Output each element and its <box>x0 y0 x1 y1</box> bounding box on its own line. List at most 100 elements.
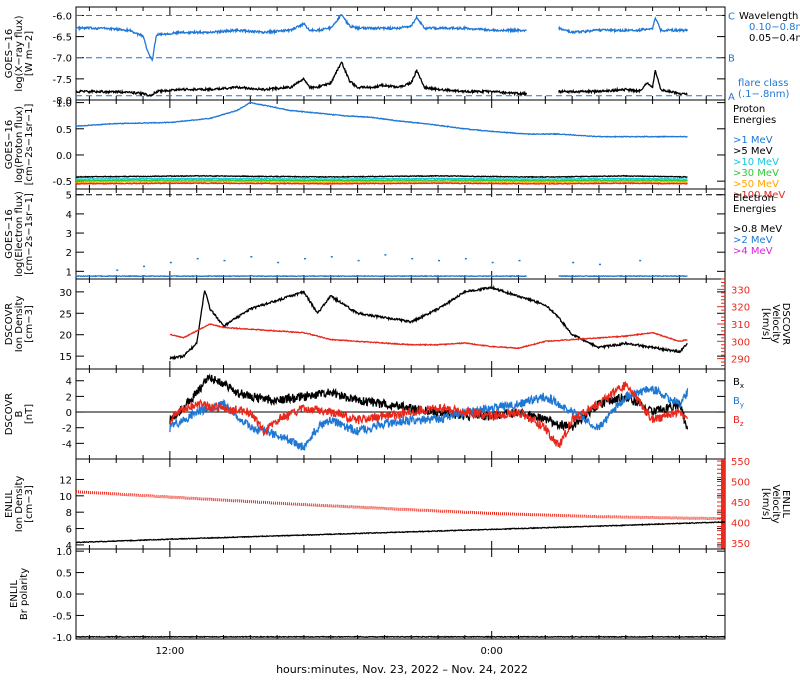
y-axis-label-line: log(Electron flux) <box>14 191 25 277</box>
legend-entry-base: B <box>733 377 740 388</box>
right-axis-label-line: DSCOVR <box>780 303 791 346</box>
y-tick-label: 0.0 <box>56 590 72 601</box>
y-tick-label: 0.5 <box>56 569 72 580</box>
right-tick-label: 290 <box>731 355 750 366</box>
y-tick-label: 5 <box>66 191 72 202</box>
series-line <box>558 70 688 96</box>
y-tick-label: -0.5 <box>52 611 72 622</box>
y-axis-label-line: GOES−16 <box>4 29 15 78</box>
right-axis-label: ENLILVelocity[km/s] <box>760 484 791 523</box>
series-line <box>558 16 689 35</box>
legend-entry: >0.8 MeV <box>733 224 782 235</box>
legend-entry: >30 MeV <box>733 168 779 179</box>
y-tick-label: -6.0 <box>52 11 72 22</box>
y-tick-label: 4 <box>66 541 72 552</box>
data-point <box>196 257 199 260</box>
right-axis-label: DSCOVRVelocity[km/s] <box>760 303 791 346</box>
legend-entry: Bx <box>733 377 744 390</box>
legend-entry: >100 MeV <box>733 190 785 201</box>
flare-class-label: B <box>728 54 735 65</box>
y-tick-label: 4 <box>66 377 72 388</box>
y-axis-label: DSCOVRB[nT] <box>4 393 35 436</box>
right-tick-label: 550 <box>731 457 750 468</box>
right-axis-label-line: [km/s] <box>760 488 771 520</box>
y-tick-label: 2 <box>66 248 72 259</box>
series-line <box>558 274 688 278</box>
series-line <box>75 635 726 639</box>
series-line <box>169 284 688 361</box>
x-tick-label: 12:00 <box>155 646 184 657</box>
series-line <box>75 178 688 182</box>
y-axis-label-line: [nT] <box>24 404 35 424</box>
y-axis-label-line: [cm−3] <box>24 485 35 523</box>
data-point <box>116 269 119 271</box>
legend-entry: 0.10−0.8nm <box>749 22 800 33</box>
data-point <box>277 261 280 264</box>
right-axis-label-line: ENLIL <box>780 490 791 518</box>
y-tick-label: 12 <box>59 475 72 486</box>
y-tick-label: 1 <box>66 267 72 278</box>
right-tick-label: 320 <box>731 303 750 314</box>
series-line <box>169 385 689 451</box>
series-line <box>75 274 527 278</box>
y-tick-label: 20 <box>59 331 72 342</box>
legend-entry: Bz <box>733 415 744 428</box>
right-axis-label-line: Velocity <box>770 484 781 523</box>
y-tick-label: 4 <box>66 210 72 221</box>
data-point <box>572 261 575 264</box>
panel-electron: 5 4 3 2 1 GOES−16log(Electron flux)[cm−2s−1sr… <box>4 188 782 280</box>
y-axis-label: DSCOVRIon Density[cm−3] <box>4 296 35 353</box>
y-tick-label: 0.5 <box>56 125 72 136</box>
y-tick-label: -7.5 <box>52 75 72 86</box>
data-point <box>169 261 172 264</box>
right-tick-label: 310 <box>731 320 750 331</box>
data-point <box>464 257 467 260</box>
y-axis-label-line: Br polarity <box>19 568 30 620</box>
y-tick-label: 1.0 <box>56 547 72 558</box>
data-point <box>438 259 441 262</box>
right-tick-label: 350 <box>731 539 750 550</box>
y-tick-label: 8 <box>66 508 72 519</box>
data-point <box>223 259 226 262</box>
legend-entry-sub: x <box>740 382 744 390</box>
legend-entry: By <box>733 396 744 409</box>
legend-entry-base: B <box>733 415 740 426</box>
y-axis-label-line: [cm−3] <box>24 305 35 343</box>
series-line <box>75 180 688 184</box>
y-axis-label-line: DSCOVR <box>4 303 15 346</box>
right-tick-label: 450 <box>731 498 750 509</box>
flare-class-label: C <box>728 11 735 22</box>
data-point <box>411 257 414 260</box>
y-tick-label: 6 <box>66 525 72 536</box>
y-axis-label: GOES−16log(Proton flux)[cm−2s−1sr−1] <box>4 104 35 186</box>
right-tick-label: 400 <box>731 518 750 529</box>
panel-proton: 1.0 0.5 0.0 -0.5 GOES−16log(Proton flux)[cm−… <box>4 99 785 201</box>
series-line <box>169 323 688 350</box>
y-tick-label: 3 <box>66 229 72 240</box>
flare-class-label: A <box>728 92 735 103</box>
legend-entry: >2 MeV <box>733 235 773 246</box>
x-axis-label: hours:minutes, Nov. 23, 2022 – Nov. 24, … <box>276 663 528 676</box>
right-tick-label: 330 <box>731 285 750 296</box>
y-axis-label-line: Ion Density <box>14 476 25 533</box>
panel-dscovr_density: 30252015330320310300290DSCOVRVelocity[km… <box>4 278 791 370</box>
series-line <box>75 181 688 185</box>
y-axis-label: GOES−16log(Electron flux)[cm−2s−1sr−1] <box>4 191 35 277</box>
y-axis-label-line: GOES−16 <box>4 120 15 169</box>
data-point <box>303 257 306 260</box>
series-line <box>75 61 528 97</box>
y-tick-label: -8.0 <box>52 96 72 107</box>
series-line <box>169 380 689 448</box>
y-axis-label-line: [W m−2] <box>24 31 35 76</box>
y-axis-label-line: ENLIL <box>4 490 15 518</box>
series-line <box>75 174 688 179</box>
y-tick-label: 1.0 <box>56 99 72 110</box>
panel-xray: -6.0 -6.5 -7.0 -7.5 -8.0 GOES−16log(X−ray flu… <box>4 6 800 107</box>
legend-note: (.1−.8nm) <box>738 89 789 100</box>
legend-title: Electron <box>733 193 774 204</box>
legend-entry-sub: y <box>740 401 744 409</box>
legend-note: flare class <box>738 78 788 89</box>
data-point <box>518 259 521 262</box>
data-point <box>330 256 333 258</box>
x-tick-label: 0:00 <box>480 646 502 657</box>
